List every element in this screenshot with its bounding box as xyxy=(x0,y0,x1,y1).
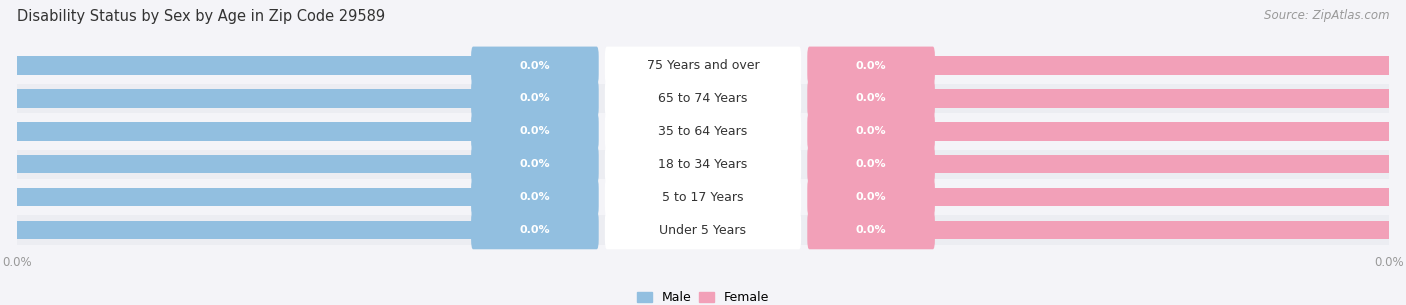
FancyBboxPatch shape xyxy=(605,80,801,117)
Bar xyxy=(17,155,474,174)
FancyBboxPatch shape xyxy=(807,145,935,183)
FancyBboxPatch shape xyxy=(807,80,935,117)
Text: 0.0%: 0.0% xyxy=(856,225,886,235)
Text: 0.0%: 0.0% xyxy=(520,192,550,202)
FancyBboxPatch shape xyxy=(605,113,801,150)
FancyBboxPatch shape xyxy=(605,178,801,216)
Bar xyxy=(17,117,1389,146)
Text: 0.0%: 0.0% xyxy=(856,60,886,70)
Bar xyxy=(17,51,1389,80)
Text: 0.0%: 0.0% xyxy=(520,225,550,235)
Text: 18 to 34 Years: 18 to 34 Years xyxy=(658,158,748,171)
Text: 0.0%: 0.0% xyxy=(856,127,886,136)
Bar xyxy=(932,221,1389,239)
Bar xyxy=(932,122,1389,141)
Bar xyxy=(17,122,474,141)
Text: 0.0%: 0.0% xyxy=(520,127,550,136)
Bar xyxy=(17,221,474,239)
Bar xyxy=(932,56,1389,75)
FancyBboxPatch shape xyxy=(471,113,599,150)
Text: Under 5 Years: Under 5 Years xyxy=(659,224,747,237)
Text: 0.0%: 0.0% xyxy=(856,160,886,169)
FancyBboxPatch shape xyxy=(807,47,935,84)
FancyBboxPatch shape xyxy=(605,211,801,249)
FancyBboxPatch shape xyxy=(605,145,801,183)
Text: 0.0%: 0.0% xyxy=(856,192,886,202)
Legend: Male, Female: Male, Female xyxy=(631,286,775,305)
Bar xyxy=(932,155,1389,174)
FancyBboxPatch shape xyxy=(807,211,935,249)
Text: 0.0%: 0.0% xyxy=(520,160,550,169)
Bar xyxy=(932,89,1389,108)
FancyBboxPatch shape xyxy=(471,47,599,84)
Text: Source: ZipAtlas.com: Source: ZipAtlas.com xyxy=(1264,9,1389,22)
Text: 35 to 64 Years: 35 to 64 Years xyxy=(658,125,748,138)
Bar xyxy=(17,89,474,108)
FancyBboxPatch shape xyxy=(807,178,935,216)
FancyBboxPatch shape xyxy=(471,211,599,249)
FancyBboxPatch shape xyxy=(605,47,801,84)
FancyBboxPatch shape xyxy=(471,80,599,117)
Bar xyxy=(17,216,1389,245)
Bar xyxy=(17,84,1389,113)
Text: 0.0%: 0.0% xyxy=(856,94,886,103)
FancyBboxPatch shape xyxy=(807,113,935,150)
FancyBboxPatch shape xyxy=(471,145,599,183)
Bar xyxy=(17,182,1389,212)
Text: 0.0%: 0.0% xyxy=(520,94,550,103)
Bar xyxy=(932,188,1389,206)
Bar xyxy=(17,188,474,206)
Text: 0.0%: 0.0% xyxy=(520,60,550,70)
Bar xyxy=(17,149,1389,179)
Bar xyxy=(17,56,474,75)
Text: Disability Status by Sex by Age in Zip Code 29589: Disability Status by Sex by Age in Zip C… xyxy=(17,9,385,24)
Text: 65 to 74 Years: 65 to 74 Years xyxy=(658,92,748,105)
Text: 5 to 17 Years: 5 to 17 Years xyxy=(662,191,744,204)
Text: 75 Years and over: 75 Years and over xyxy=(647,59,759,72)
FancyBboxPatch shape xyxy=(471,178,599,216)
